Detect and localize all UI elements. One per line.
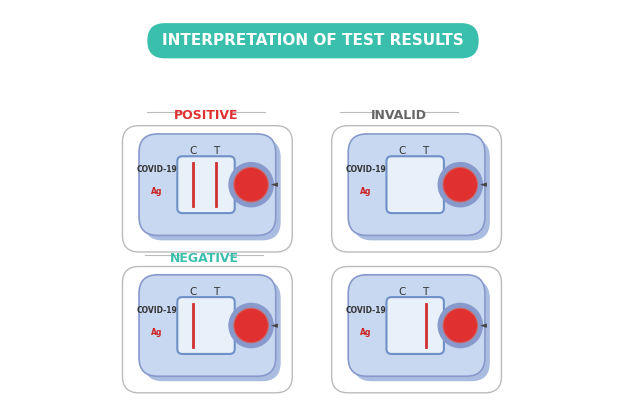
FancyBboxPatch shape	[386, 297, 444, 354]
Circle shape	[438, 304, 483, 348]
Text: T: T	[423, 287, 429, 297]
Text: C: C	[190, 146, 197, 156]
Text: COVID-19: COVID-19	[346, 306, 386, 315]
Text: ◄: ◄	[480, 180, 487, 189]
Circle shape	[234, 308, 269, 343]
Text: COVID-19: COVID-19	[346, 165, 386, 174]
Text: Ag: Ag	[151, 328, 163, 337]
Text: NEGATIVE: NEGATIVE	[170, 252, 239, 265]
Circle shape	[234, 168, 269, 202]
FancyBboxPatch shape	[144, 139, 280, 240]
Text: INVALID: INVALID	[371, 109, 427, 122]
Text: Ag: Ag	[151, 187, 163, 196]
Text: INTERPRETATION OF TEST RESULTS: INTERPRETATION OF TEST RESULTS	[162, 33, 464, 48]
Text: C: C	[190, 287, 197, 297]
Circle shape	[438, 163, 483, 207]
FancyBboxPatch shape	[348, 134, 485, 236]
FancyBboxPatch shape	[144, 280, 280, 381]
FancyBboxPatch shape	[177, 297, 235, 354]
FancyBboxPatch shape	[139, 275, 275, 376]
Circle shape	[443, 308, 478, 343]
Text: Ag: Ag	[361, 328, 372, 337]
Text: T: T	[213, 146, 220, 156]
Text: Ag: Ag	[361, 187, 372, 196]
Text: COVID-19: COVID-19	[136, 165, 177, 174]
Text: C: C	[399, 287, 406, 297]
Circle shape	[229, 163, 273, 207]
Text: ◄: ◄	[271, 180, 278, 189]
Circle shape	[229, 304, 273, 348]
Circle shape	[443, 168, 478, 202]
Text: ◄: ◄	[480, 321, 487, 330]
Text: POSITIVE: POSITIVE	[174, 109, 239, 122]
FancyBboxPatch shape	[177, 156, 235, 213]
FancyBboxPatch shape	[147, 23, 479, 58]
FancyBboxPatch shape	[353, 280, 490, 381]
FancyBboxPatch shape	[353, 139, 490, 240]
FancyBboxPatch shape	[386, 156, 444, 213]
Text: T: T	[423, 146, 429, 156]
Text: ◄: ◄	[271, 321, 278, 330]
FancyBboxPatch shape	[348, 275, 485, 376]
FancyBboxPatch shape	[139, 134, 275, 236]
Text: T: T	[213, 287, 220, 297]
Text: COVID-19: COVID-19	[136, 306, 177, 315]
Text: C: C	[399, 146, 406, 156]
